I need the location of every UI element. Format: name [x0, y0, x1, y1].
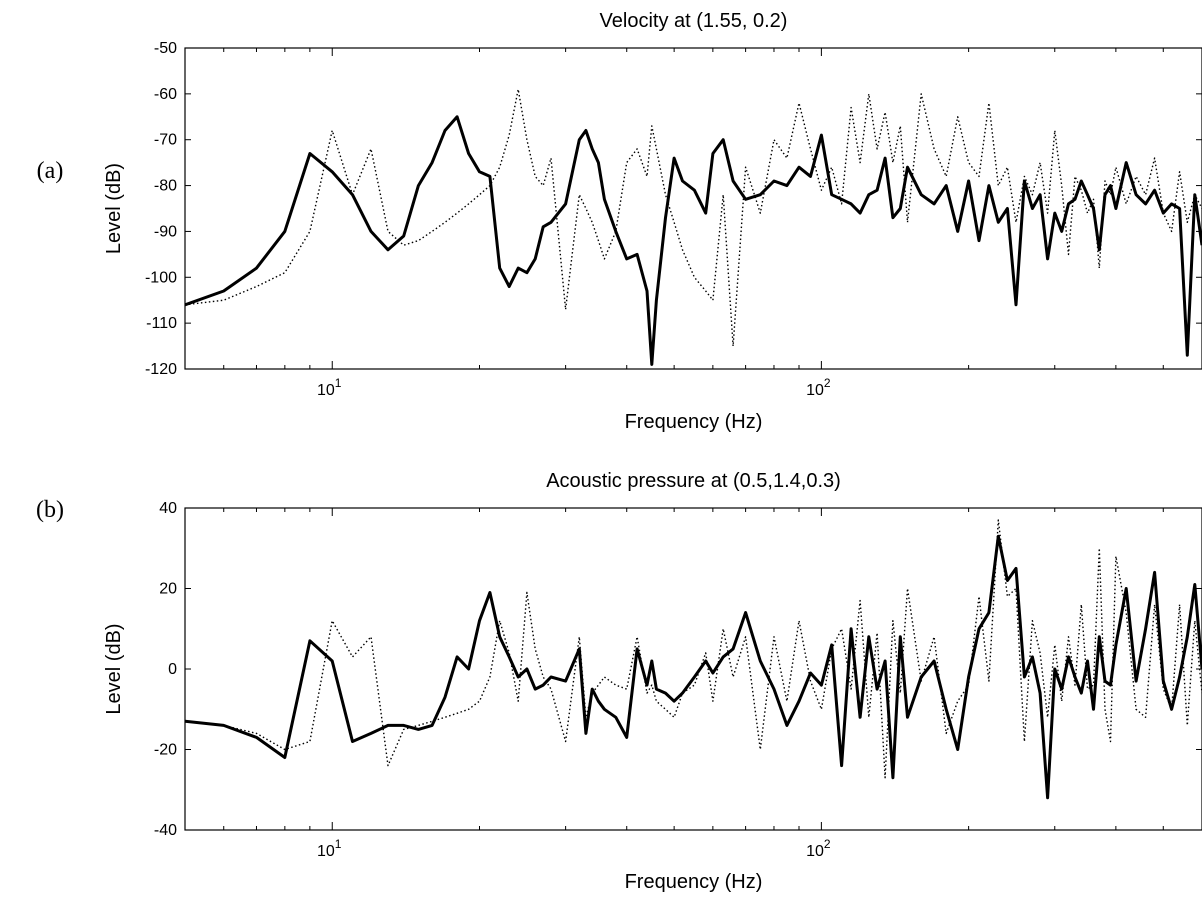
series-line-dotted: [185, 519, 1202, 779]
x-tick-label: 101: [317, 376, 342, 399]
x-tick-exponent: 2: [824, 376, 831, 390]
chart-title: Acoustic pressure at (0.5,1.4,0.3): [546, 470, 841, 492]
x-axis-label: Frequency (Hz): [625, 411, 763, 433]
x-tick-base: 10: [317, 382, 335, 399]
y-tick-label: 0: [168, 661, 177, 678]
y-tick-label: -50: [154, 40, 177, 57]
y-tick-label: -120: [145, 361, 177, 378]
y-tick-label: -80: [154, 178, 177, 195]
y-tick-label: -110: [146, 315, 177, 332]
y-tick-label: -90: [154, 223, 177, 240]
y-tick-label: -40: [154, 822, 177, 839]
plot-area-frame: [184, 47, 1202, 370]
x-tick-exponent: 1: [335, 837, 342, 851]
y-tick-label: -100: [145, 269, 177, 286]
x-axis-label: Frequency (Hz): [625, 871, 763, 893]
panel-label: (a): [37, 158, 64, 184]
y-axis-label: Level (dB): [103, 163, 125, 254]
series-line-dotted: [185, 88, 1202, 347]
series-line-solid: [185, 115, 1202, 366]
y-tick-label: 40: [159, 500, 177, 517]
y-tick-label: -20: [154, 742, 177, 759]
panel-label: (b): [36, 497, 64, 523]
y-tick-label: 20: [159, 581, 177, 598]
x-tick-base: 10: [317, 843, 335, 860]
x-tick-base: 10: [806, 843, 824, 860]
x-tick-exponent: 2: [824, 837, 831, 851]
y-tick-label: -60: [154, 86, 177, 103]
x-tick-base: 10: [806, 382, 824, 399]
x-tick-exponent: 1: [335, 376, 342, 390]
y-tick-label: -70: [154, 132, 177, 149]
x-tick-label: 102: [806, 837, 831, 860]
x-tick-label: 102: [806, 376, 831, 399]
y-axis-label: Level (dB): [103, 623, 125, 714]
series-line-solid: [185, 534, 1202, 800]
x-tick-label: 101: [317, 837, 342, 860]
chart-title: Velocity at (1.55, 0.2): [600, 10, 788, 32]
